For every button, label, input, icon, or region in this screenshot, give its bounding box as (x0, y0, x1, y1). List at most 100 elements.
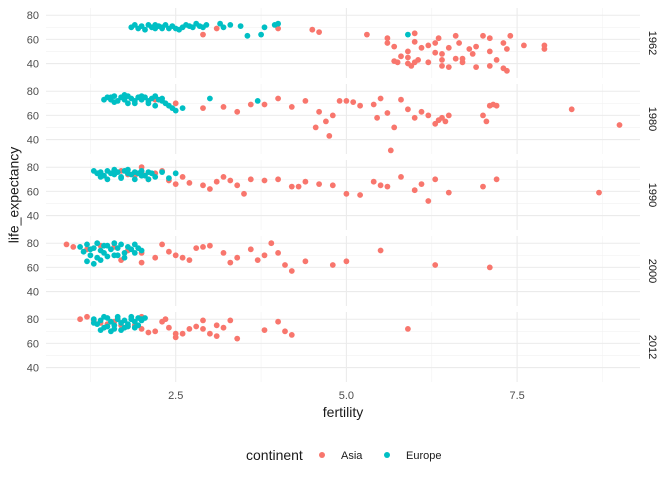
point-asia (442, 118, 449, 125)
point-asia (483, 118, 490, 125)
point-asia (186, 326, 193, 332)
point-europe (104, 323, 111, 330)
point-europe (90, 260, 97, 267)
point-europe (104, 253, 111, 260)
point-asia (172, 252, 179, 259)
point-europe (101, 242, 107, 249)
point-asia (418, 108, 425, 115)
point-europe (128, 246, 135, 253)
point-europe (189, 24, 196, 31)
point-europe (131, 318, 138, 325)
point-asia (357, 102, 363, 109)
point-asia (336, 98, 343, 104)
x-tick-label: 2.5 (168, 390, 183, 402)
point-europe (138, 93, 145, 99)
point-asia (220, 104, 227, 110)
point-asia (486, 35, 493, 42)
point-asia (411, 38, 418, 45)
point-asia (445, 189, 452, 196)
point-europe (207, 95, 213, 102)
point-asia (159, 241, 166, 248)
point-europe (131, 100, 138, 107)
point-asia (186, 257, 193, 263)
point-europe (258, 31, 264, 38)
point-asia (408, 63, 415, 69)
point-asia (425, 42, 432, 49)
point-asia (507, 32, 514, 39)
point-europe (111, 240, 118, 247)
point-asia (432, 120, 439, 127)
point-asia (370, 178, 377, 185)
point-asia (439, 57, 445, 63)
point-asia (411, 187, 418, 194)
facet-panel-1980: 40 60 80 1980 (27, 84, 658, 154)
point-asia (469, 51, 476, 57)
point-asia (247, 246, 254, 253)
point-asia (616, 122, 623, 128)
point-asia (405, 48, 411, 55)
point-europe (138, 317, 145, 324)
point-europe (118, 175, 124, 182)
point-asia (343, 258, 350, 265)
point-asia (418, 44, 425, 51)
point-asia (213, 25, 220, 32)
point-asia (220, 324, 227, 331)
point-asia (387, 147, 394, 154)
point-asia (288, 332, 295, 338)
point-asia (329, 182, 336, 189)
point-asia (504, 46, 510, 52)
point-asia (323, 118, 329, 125)
point-asia (480, 32, 486, 39)
point-europe (244, 32, 251, 39)
point-europe (118, 241, 124, 248)
point-asia (493, 102, 500, 109)
y-tick-label: 40 (27, 363, 39, 375)
point-asia (500, 40, 507, 46)
point-europe (121, 250, 128, 256)
point-europe (261, 24, 268, 31)
point-asia (234, 108, 241, 115)
facet-strip-label: 2000 (646, 259, 658, 283)
facet-panel-1962: 40 60 80 1962 (27, 8, 658, 78)
point-europe (84, 241, 90, 248)
y-tick-label: 80 (27, 86, 39, 98)
point-asia (220, 250, 227, 256)
point-asia (486, 48, 493, 55)
point-asia (370, 101, 377, 108)
point-europe (80, 248, 87, 255)
point-asia (439, 51, 445, 57)
point-asia (425, 59, 432, 66)
facet-panels: 40 60 80 1962 40 60 80 1980 40 60 80 1990 40 60 80 2000… (27, 8, 658, 402)
point-asia (384, 35, 391, 42)
point-europe (138, 168, 145, 174)
point-asia (63, 241, 70, 248)
point-asia (193, 245, 200, 252)
point-asia (541, 46, 548, 52)
point-asia (166, 248, 172, 255)
point-asia (70, 244, 77, 250)
point-asia (316, 181, 322, 188)
point-europe (101, 313, 107, 320)
point-europe (121, 324, 128, 331)
point-asia (247, 176, 254, 183)
point-europe (131, 22, 138, 28)
point-asia (275, 176, 281, 183)
point-asia (207, 186, 213, 192)
point-asia (138, 326, 145, 332)
point-europe (152, 174, 159, 180)
point-asia (466, 46, 473, 52)
point-asia (411, 114, 418, 121)
point-asia (227, 177, 234, 184)
legend-label-asia: Asia (341, 450, 363, 462)
legend-key-asia (319, 452, 325, 458)
point-asia (172, 330, 179, 337)
legend-key-europe (384, 452, 390, 458)
point-asia (435, 35, 442, 42)
point-europe (97, 317, 104, 324)
point-asia (288, 104, 295, 110)
point-europe (90, 320, 97, 326)
point-europe (101, 96, 107, 103)
point-asia (162, 316, 169, 323)
point-asia (172, 100, 179, 107)
y-axis-title: life_expectancy (6, 147, 22, 244)
